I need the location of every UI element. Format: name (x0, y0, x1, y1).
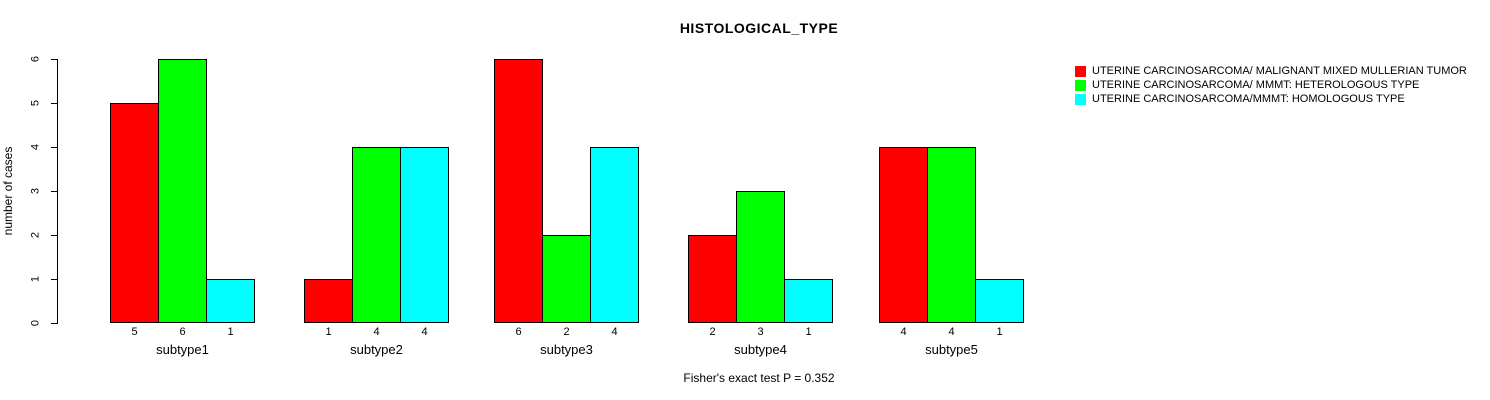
y-axis-tick-label: 3 (29, 187, 42, 195)
bar (975, 279, 1024, 323)
y-axis-tick-label: 0 (29, 319, 42, 327)
bar (927, 147, 976, 323)
legend-label: UTERINE CARCINOSARCOMA/ MALIGNANT MIXED … (1092, 65, 1467, 77)
bar-value-label: 5 (131, 326, 138, 338)
y-axis-tick-label: 2 (29, 231, 42, 239)
bar (736, 191, 785, 323)
bar-value-label: 6 (515, 326, 522, 338)
category-label: subtype4 (734, 342, 787, 357)
y-axis-tick (51, 190, 58, 192)
category-label: subtype2 (350, 342, 403, 357)
bar-value-label: 1 (996, 326, 1003, 338)
bar (494, 59, 543, 323)
bar (206, 279, 255, 323)
bar-value-label: 4 (948, 326, 955, 338)
bar (688, 235, 737, 323)
bar (304, 279, 353, 323)
y-axis-tick (51, 322, 58, 324)
y-axis-tick (51, 234, 58, 236)
y-axis-label: number of cases (1, 146, 15, 236)
y-axis-tick (51, 278, 58, 280)
legend-swatch (1075, 79, 1086, 91)
category-label: subtype3 (540, 342, 593, 357)
bar (352, 147, 401, 323)
y-axis-tick-label: 5 (29, 99, 42, 107)
bar-value-label: 4 (611, 326, 618, 338)
bar-value-label: 4 (421, 326, 428, 338)
bar-value-label: 6 (179, 326, 186, 338)
legend-item: UTERINE CARCINOSARCOMA/MMMT: HOMOLOGOUS … (1075, 92, 1467, 106)
y-axis-tick (51, 146, 58, 148)
bar-value-label: 1 (227, 326, 234, 338)
bar-value-label: 1 (325, 326, 332, 338)
y-axis-tick-label: 4 (29, 143, 42, 151)
legend: UTERINE CARCINOSARCOMA/ MALIGNANT MIXED … (1075, 64, 1467, 106)
bar (158, 59, 207, 323)
y-axis-tick-label: 1 (29, 275, 42, 283)
fisher-test-annotation: Fisher's exact test P = 0.352 (683, 371, 835, 385)
bar (542, 235, 591, 323)
chart-title: HISTOLOGICAL_TYPE (679, 20, 839, 36)
bar-value-label: 4 (900, 326, 907, 338)
category-label: subtype1 (156, 342, 209, 357)
bar-value-label: 1 (805, 326, 812, 338)
bar (590, 147, 639, 323)
y-axis-line (57, 59, 58, 324)
legend-swatch (1075, 65, 1086, 77)
bar-value-label: 3 (757, 326, 764, 338)
legend-item: UTERINE CARCINOSARCOMA/ MMMT: HETEROLOGO… (1075, 78, 1467, 92)
bar-value-label: 2 (563, 326, 570, 338)
y-axis-tick (51, 102, 58, 104)
legend-label: UTERINE CARCINOSARCOMA/ MMMT: HETEROLOGO… (1092, 79, 1420, 91)
y-axis-tick-label: 6 (29, 55, 42, 63)
category-label: subtype5 (925, 342, 978, 357)
bar (784, 279, 833, 323)
y-axis-tick (51, 58, 58, 60)
bar-value-label: 2 (709, 326, 716, 338)
legend-swatch (1075, 93, 1086, 105)
bar (400, 147, 449, 323)
legend-label: UTERINE CARCINOSARCOMA/MMMT: HOMOLOGOUS … (1092, 93, 1405, 105)
bar (879, 147, 928, 323)
bar (110, 103, 159, 323)
bar-value-label: 4 (373, 326, 380, 338)
legend-item: UTERINE CARCINOSARCOMA/ MALIGNANT MIXED … (1075, 64, 1467, 78)
